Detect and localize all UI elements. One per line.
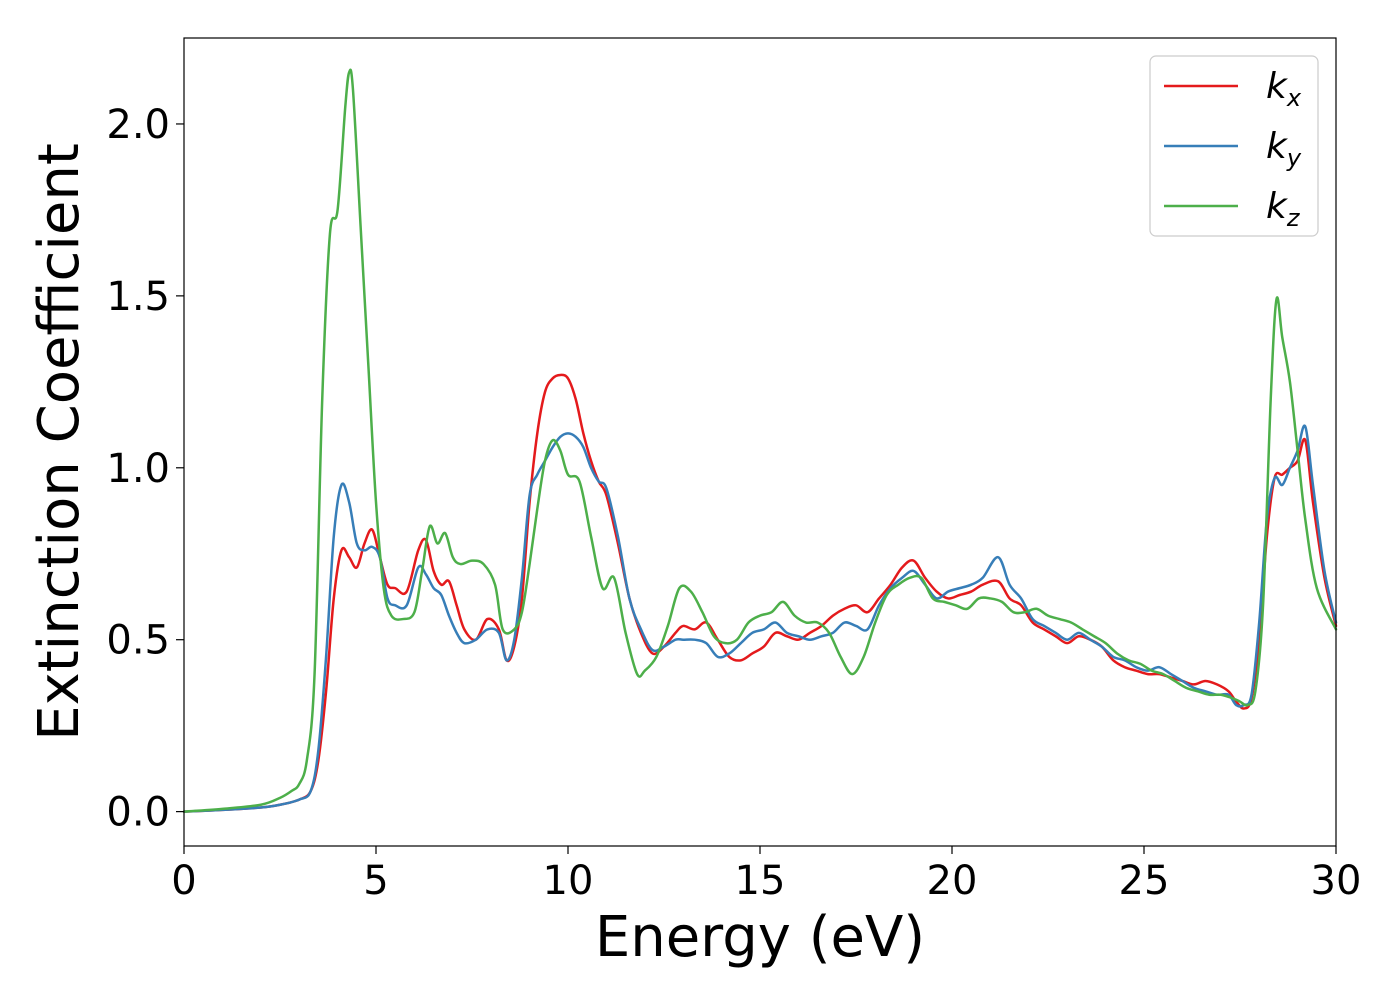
series-layer: [182, 68, 1338, 813]
series-line-z: [182, 68, 1338, 813]
y-tick-label: 1.0: [106, 446, 170, 492]
plot-background: [184, 38, 1336, 846]
x-axis-label: Energy (eV): [595, 905, 925, 970]
y-axis: 0.0 0.5 1.0 1.5 2.0: [106, 102, 184, 836]
x-tick-label: 10: [543, 858, 594, 904]
x-tick-label: 15: [735, 858, 786, 904]
x-tick-label: 0: [171, 858, 196, 904]
y-tick-label: 1.5: [106, 274, 170, 320]
legend-label-z: kz: [1266, 186, 1301, 232]
x-tick-label: 5: [363, 858, 388, 904]
y-tick-label: 0.0: [106, 790, 170, 836]
series-line-y: [182, 424, 1338, 813]
y-tick-label: 2.0: [106, 102, 170, 148]
legend-label-x: kx: [1266, 66, 1302, 112]
y-axis-label: Extinction Coefficient: [27, 143, 92, 741]
x-tick-label: 30: [1311, 858, 1362, 904]
legend: kx ky kz: [1149, 55, 1319, 237]
x-axis: 0 5 10 15 20 25 30: [171, 846, 1361, 904]
series-line-x: [182, 373, 1338, 813]
x-tick-label: 25: [1119, 858, 1170, 904]
x-tick-label: 20: [927, 858, 978, 904]
legend-label-y: ky: [1266, 126, 1302, 172]
y-tick-label: 0.5: [106, 618, 170, 664]
